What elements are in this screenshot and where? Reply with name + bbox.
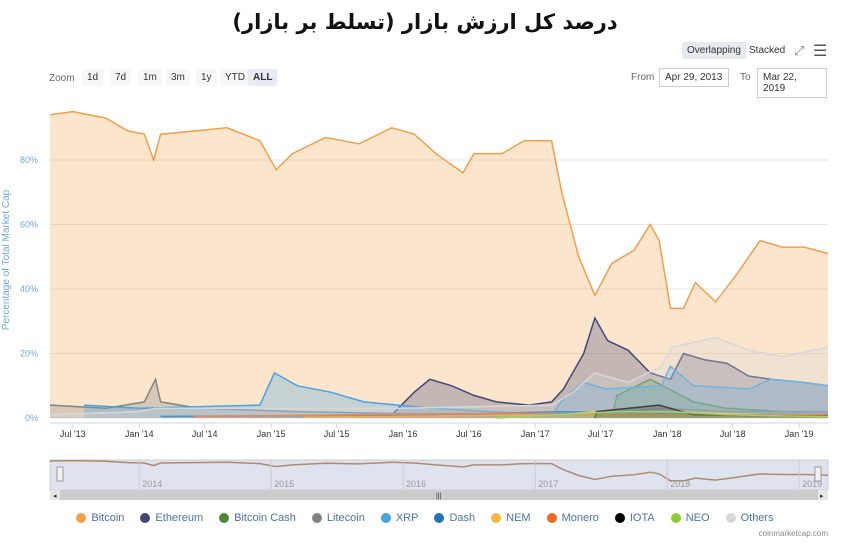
navigator-tick-label: 2018 (670, 479, 690, 489)
legend-item-others[interactable]: Others (725, 512, 774, 524)
x-tick-label: Jul '15 (324, 429, 350, 439)
market-dominance-chart: 0% 20% 40% 60% 80% Percentage of Total Market… (1, 110, 829, 500)
navigator-tick-label: 2015 (274, 479, 294, 489)
legend-item-litecoin[interactable]: Litecoin (311, 512, 365, 524)
legend-marker (614, 513, 625, 523)
x-tick-label: Jan '15 (257, 429, 286, 439)
zoom-button-1m[interactable]: 1m (138, 69, 162, 86)
line-bitcoin[interactable] (49, 110, 829, 310)
legend-marker (491, 513, 502, 523)
legend-marker (670, 513, 681, 523)
area-xrp (84, 366, 828, 418)
navigator-tick-label: 2017 (538, 479, 558, 489)
legend-item-monero[interactable]: Monero (546, 512, 599, 524)
x-tick-label: Jul '14 (192, 429, 218, 439)
to-label: To (740, 72, 751, 83)
legend-item-xrp[interactable]: XRP (380, 512, 419, 524)
x-tick-label: Jul '13 (60, 429, 86, 439)
to-date-input[interactable]: Mar 22, 2019 (757, 68, 827, 98)
legend-label: Ethereum (155, 512, 204, 524)
from-date-input[interactable]: Apr 29, 2013 (659, 68, 729, 87)
x-tick-label: Jan '19 (785, 429, 814, 439)
y-tick-label: 20% (20, 349, 38, 359)
legend-item-bitcoin[interactable]: Bitcoin (76, 512, 124, 524)
area-bitcoin (50, 111, 828, 418)
navigator-right-handle[interactable] (814, 466, 822, 482)
hamburger-menu-icon[interactable]: ☰ (813, 43, 828, 60)
legend-marker (219, 513, 230, 523)
zoom-button-all[interactable]: ALL (248, 69, 278, 86)
zoom-label: Zoom (49, 73, 75, 84)
x-tick-label: Jan '17 (521, 429, 550, 439)
legend-item-ethereum[interactable]: Ethereum (140, 512, 203, 524)
legend-label: XRP (395, 512, 419, 524)
fullscreen-icon[interactable]: ⤢ (794, 43, 805, 58)
legend-label: NEO (685, 512, 710, 524)
legend-label: Dash (449, 512, 476, 524)
legend-label: Litecoin (326, 512, 365, 524)
scroll-right-icon[interactable]: ▸ (820, 493, 824, 500)
legend-label: Bitcoin (91, 512, 125, 524)
stacked-toggle[interactable]: Stacked (749, 45, 786, 56)
navigator-tick-label: 2016 (406, 479, 426, 489)
credit-link[interactable]: coinmarketcap.com (758, 529, 828, 538)
legend-label: Others (740, 512, 774, 524)
area-iota (594, 405, 828, 418)
zoom-button-3m[interactable]: 3m (166, 69, 190, 86)
x-tick-label: Jan '18 (653, 429, 682, 439)
x-tick-label: Jul '16 (456, 429, 482, 439)
area-neo (496, 411, 828, 418)
y-tick-label: 0% (25, 413, 38, 423)
navigator-tick-label: 2014 (142, 479, 162, 489)
legend-item-bitcoin-cash[interactable]: Bitcoin Cash (219, 512, 296, 524)
zoom-button-1d[interactable]: 1d (82, 69, 104, 86)
area-monero (193, 413, 829, 418)
from-label: From (631, 72, 655, 83)
legend-marker (311, 513, 322, 523)
scroll-left-icon[interactable]: ◂ (53, 493, 57, 500)
legend-item-iota[interactable]: IOTA (614, 512, 655, 524)
y-tick-label: 60% (20, 220, 38, 230)
line-litecoin[interactable] (49, 377, 828, 416)
navigator-left-handle[interactable] (56, 466, 64, 482)
area-others (50, 337, 828, 418)
legend-marker (434, 513, 445, 523)
line-neo[interactable] (496, 410, 829, 419)
legend-marker (380, 513, 391, 523)
chart-title: درصد کل ارزش بازار (تسلط بر بازار) (232, 10, 618, 34)
y-axis-label: Percentage of Total Market Cap (1, 189, 12, 330)
legend: Bitcoin Ethereum Bitcoin Cash Litecoin XRP Da… (0, 512, 850, 524)
legend-marker (140, 513, 151, 523)
scrollbar-grip-icon[interactable]: ||| (436, 493, 442, 500)
legend-marker (76, 513, 87, 523)
line-nem[interactable] (303, 410, 829, 419)
x-tick-label: Jan '16 (389, 429, 418, 439)
zoom-button-7d[interactable]: 7d (110, 69, 132, 86)
legend-item-nem[interactable]: NEM (491, 512, 531, 524)
legend-marker (546, 513, 557, 523)
legend-label: Monero (561, 512, 599, 524)
legend-label: IOTA (629, 512, 655, 524)
area-ethereum (349, 318, 828, 418)
line-others[interactable] (49, 336, 829, 416)
legend-marker (725, 513, 736, 523)
zoom-button-1y[interactable]: 1y (196, 69, 217, 86)
legend-item-dash[interactable]: Dash (434, 512, 475, 524)
y-tick-label: 80% (20, 155, 38, 165)
legend-item-neo[interactable]: NEO (670, 512, 710, 524)
x-tick-label: Jan '14 (125, 429, 154, 439)
zoom-button-ytd[interactable]: YTD (220, 69, 250, 86)
x-tick-label: Jul '18 (720, 429, 746, 439)
legend-label: Bitcoin Cash (234, 512, 296, 524)
x-tick-label: Jul '17 (588, 429, 614, 439)
line-ethereum[interactable] (349, 316, 829, 418)
overlapping-toggle[interactable]: Overlapping (682, 42, 746, 59)
legend-label: NEM (506, 512, 531, 524)
scrollbar-thumb[interactable] (60, 490, 818, 500)
y-tick-label: 40% (20, 284, 38, 294)
navigator-series (49, 459, 829, 482)
navigator-tick-label: 2019 (802, 479, 822, 489)
